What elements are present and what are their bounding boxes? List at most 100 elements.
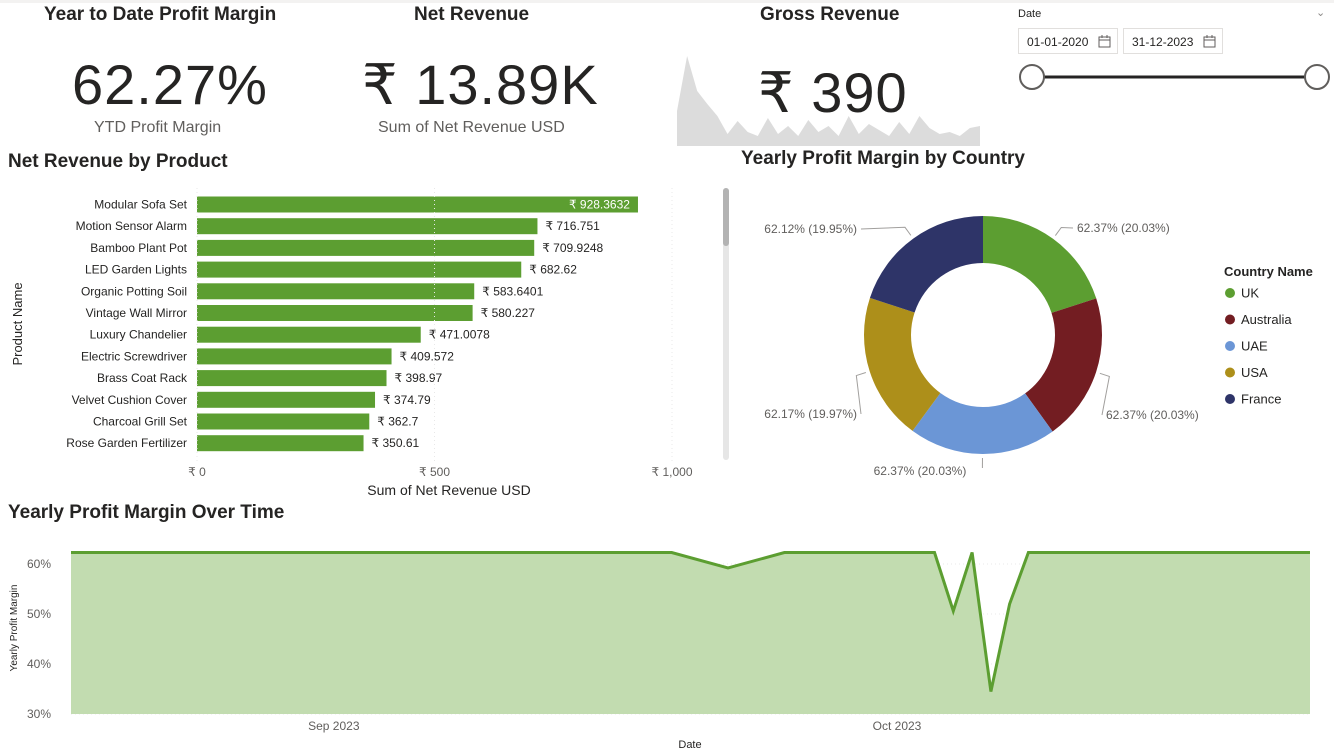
legend-marker — [1225, 367, 1235, 378]
bar[interactable] — [197, 239, 535, 256]
area-y-tick-label: 50% — [27, 607, 51, 621]
chevron-down-icon[interactable]: ⌄ — [1316, 7, 1326, 19]
slider-start-handle[interactable] — [1019, 64, 1045, 90]
donut-leader-line — [1054, 226, 1074, 236]
area-x-tick-label: Sep 2023 — [308, 719, 360, 733]
bar-category-label: Electric Screwdriver — [81, 349, 187, 363]
area-y-tick-label: 40% — [27, 657, 51, 671]
calendar-icon[interactable] — [1203, 35, 1216, 48]
bar[interactable] — [197, 370, 387, 387]
net-revenue-by-product-chart: Modular Sofa Set ₹ 928.3632 Motion Sensor … — [10, 188, 729, 498]
bar-data-label: ₹ 409.572 — [400, 349, 455, 363]
legend-marker — [1225, 314, 1235, 325]
bar[interactable] — [197, 305, 473, 321]
area-y-axis-title: Yearly Profit Margin — [9, 585, 20, 672]
bar[interactable] — [197, 326, 421, 343]
legend-item-uk[interactable]: UK — [1241, 286, 1259, 301]
calendar-icon[interactable] — [1098, 35, 1111, 48]
donut-slice-usa[interactable] — [864, 297, 941, 431]
bar-category-label: Modular Sofa Set — [94, 198, 187, 212]
bar-data-label: ₹ 682.62 — [529, 263, 577, 277]
date-range-slider[interactable] — [1015, 62, 1334, 94]
bar-data-label: ₹ 928.3632 — [569, 198, 630, 212]
bar-x-tick-label: ₹ 0 — [188, 465, 206, 479]
bar-x-tick-label: ₹ 500 — [419, 465, 450, 479]
start-date-input[interactable]: 01-01-2020 — [1018, 28, 1118, 54]
bar-data-label: ₹ 362.7 — [377, 415, 418, 429]
legend-marker — [1225, 288, 1235, 298]
bar-data-label: ₹ 709.9248 — [542, 241, 603, 255]
start-date-value: 01-01-2020 — [1027, 35, 1089, 49]
ytd-value: 62.27% — [72, 53, 268, 116]
bar-data-label: ₹ 350.61 — [372, 436, 420, 450]
bar-category-label: LED Garden Lights — [85, 263, 187, 277]
bar-data-label: ₹ 398.97 — [395, 371, 443, 385]
gross-revenue-sparkline — [677, 56, 980, 146]
area-fill — [71, 552, 1310, 714]
scrollbar-thumb[interactable] — [723, 188, 729, 246]
yearly-profit-by-country-chart: 62.37% (20.03%) 62.37% (20.03%) 62.37% (20… — [764, 216, 1313, 478]
donut-leader-line — [855, 372, 867, 415]
donut-slice-australia[interactable] — [1025, 298, 1102, 432]
donut-data-label: 62.37% (20.03%) — [874, 464, 967, 478]
bar[interactable] — [197, 413, 370, 430]
bar-data-label: ₹ 471.0078 — [429, 328, 490, 342]
legend-item-uae[interactable]: UAE — [1241, 339, 1268, 354]
gross-revenue-card-title: Gross Revenue — [760, 4, 900, 25]
area-series-line — [71, 551, 1310, 692]
legend-marker — [1225, 341, 1235, 351]
yearly-profit-over-time-chart: 60% 50% 40% 30% Sep 2023 Oct 2023 Yearly Prof… — [9, 551, 1310, 751]
legend-item-usa[interactable]: USA — [1241, 365, 1268, 380]
donut-data-label: 62.17% (19.97%) — [764, 407, 857, 421]
bar[interactable] — [197, 283, 475, 300]
end-date-value: 31-12-2023 — [1132, 35, 1194, 49]
ytd-label: YTD Profit Margin — [94, 119, 222, 136]
bar-category-label: Bamboo Plant Pot — [90, 241, 187, 255]
slider-end-handle[interactable] — [1304, 64, 1330, 90]
area-chart-title: Yearly Profit Margin Over Time — [8, 502, 285, 523]
donut-data-label: 62.37% (20.03%) — [1077, 221, 1170, 235]
donut-data-label: 62.12% (19.95%) — [764, 222, 857, 236]
net-revenue-value: ₹ 13.89K — [362, 53, 599, 116]
area-x-tick-label: Oct 2023 — [873, 719, 922, 733]
bar-category-label: Organic Potting Soil — [81, 284, 187, 298]
donut-leader-line — [860, 226, 912, 236]
bar[interactable] — [197, 391, 376, 408]
end-date-input[interactable]: 31-12-2023 — [1123, 28, 1223, 54]
date-slicer-label: Date — [1018, 8, 1042, 20]
top-border — [0, 0, 1334, 3]
area-y-tick-label: 30% — [27, 707, 51, 721]
donut-slice-france[interactable] — [869, 216, 983, 313]
bar[interactable] — [197, 218, 538, 235]
net-revenue-card-title: Net Revenue — [414, 4, 530, 25]
ytd-card-title: Year to Date Profit Margin — [44, 4, 277, 25]
bar-data-label: ₹ 374.79 — [383, 393, 431, 407]
bar-category-label: Charcoal Grill Set — [93, 415, 188, 429]
bar-data-label: ₹ 583.6401 — [482, 284, 543, 298]
bar[interactable] — [197, 196, 638, 213]
bar-category-label: Velvet Cushion Cover — [72, 393, 187, 407]
scrollbar-track[interactable] — [723, 188, 729, 460]
bar-data-label: ₹ 580.227 — [481, 306, 536, 320]
area-x-axis-title: Date — [678, 739, 701, 751]
donut-leader-line — [1099, 372, 1110, 416]
bar-x-axis-title: Sum of Net Revenue USD — [367, 482, 530, 498]
bar[interactable] — [197, 348, 392, 365]
donut-data-label: 62.37% (20.03%) — [1106, 408, 1199, 422]
legend-item-australia[interactable]: Australia — [1241, 312, 1292, 327]
area-y-tick-label: 60% — [27, 557, 51, 571]
net-revenue-label: Sum of Net Revenue USD — [378, 119, 565, 136]
bar[interactable] — [197, 261, 522, 278]
bar-category-label: Vintage Wall Mirror — [86, 306, 187, 320]
bar-y-axis-title: Product Name — [10, 282, 25, 365]
bar-chart-title: Net Revenue by Product — [8, 151, 228, 172]
donut-slice-uae[interactable] — [912, 393, 1053, 454]
sparkline-area — [677, 56, 980, 146]
bar-category-label: Luxury Chandelier — [90, 328, 187, 342]
legend-title: Country Name — [1224, 264, 1313, 279]
legend-item-france[interactable]: France — [1241, 392, 1281, 407]
bar-data-label: ₹ 716.751 — [545, 219, 600, 233]
bar[interactable] — [197, 435, 364, 452]
donut-slice-uk[interactable] — [983, 216, 1097, 313]
bar-category-label: Motion Sensor Alarm — [76, 219, 187, 233]
